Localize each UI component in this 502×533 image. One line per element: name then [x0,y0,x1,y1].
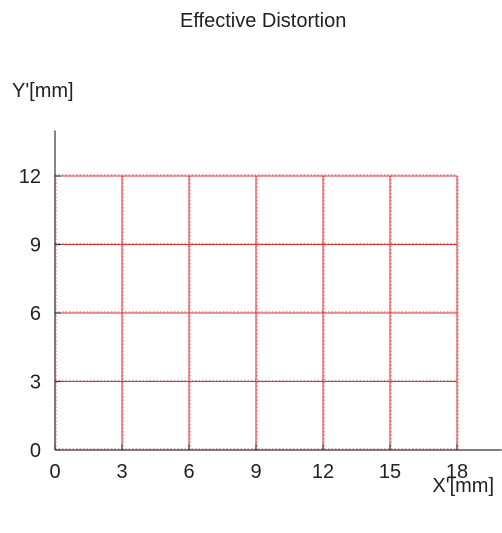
tick-labels: 0 3 6 9 12 15 18 0 3 6 9 12 [19,166,468,483]
x-tick-label-6: 6 [183,461,194,483]
x-tick-label-12: 12 [312,461,334,483]
x-tick-label-9: 9 [250,461,261,483]
y-axis-label: Y'[mm] [12,80,74,102]
x-tick-label-0: 0 [49,461,60,483]
y-tick-label-0: 0 [30,440,41,462]
y-tick-label-9: 9 [30,235,41,257]
y-tick-label-6: 6 [30,303,41,325]
x-tick-label-3: 3 [116,461,127,483]
distortion-grid [54,174,459,451]
chart-title: Effective Distortion [180,10,347,32]
y-tick-label-3: 3 [30,372,41,394]
axes [54,130,502,451]
x-tick-label-18: 18 [446,461,468,483]
x-axis-label: X'[mm] [432,475,494,497]
x-tick-label-15: 15 [379,461,401,483]
y-tick-label-12: 12 [19,166,41,188]
